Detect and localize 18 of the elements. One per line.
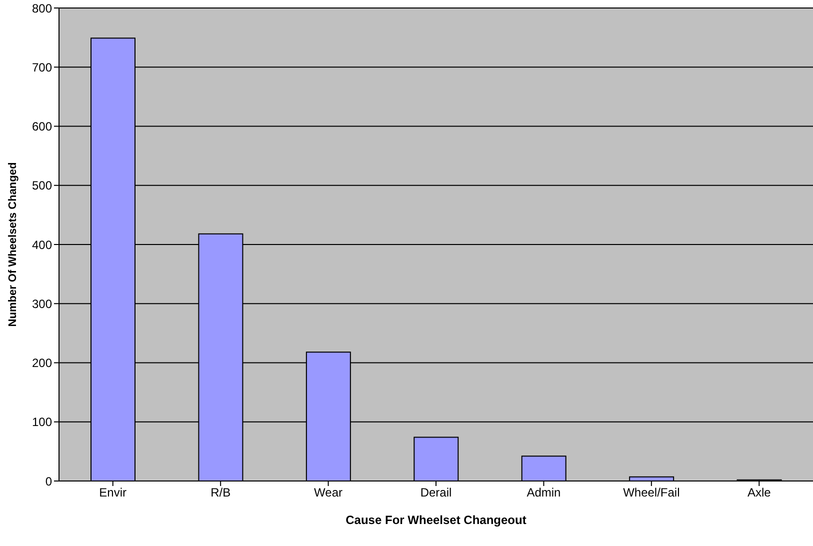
y-tick-label: 200 bbox=[32, 356, 52, 370]
y-tick-label: 0 bbox=[45, 474, 52, 488]
x-tick-label: Admin bbox=[526, 486, 561, 500]
y-tick-label: 600 bbox=[32, 120, 52, 134]
y-axis-title: Number Of Wheelsets Changed bbox=[6, 162, 19, 327]
x-axis-title: Cause For Wheelset Changeout bbox=[346, 513, 526, 527]
x-tick-label: Wear bbox=[314, 486, 343, 500]
y-tick-label: 400 bbox=[32, 238, 52, 252]
y-tick-label: 300 bbox=[32, 296, 52, 311]
y-tick-label: 500 bbox=[32, 178, 52, 193]
x-tick-label: R/B bbox=[210, 486, 231, 500]
y-tick-label: 700 bbox=[32, 60, 52, 74]
x-tick-label: Axle bbox=[747, 486, 772, 500]
y-tick-label: 100 bbox=[32, 415, 52, 430]
x-tick-label: Derail bbox=[420, 486, 452, 500]
x-tick-label: Wheel/Fail bbox=[623, 486, 680, 500]
x-tick-label: Envir bbox=[99, 486, 127, 500]
y-tick-label: 800 bbox=[32, 1, 52, 16]
